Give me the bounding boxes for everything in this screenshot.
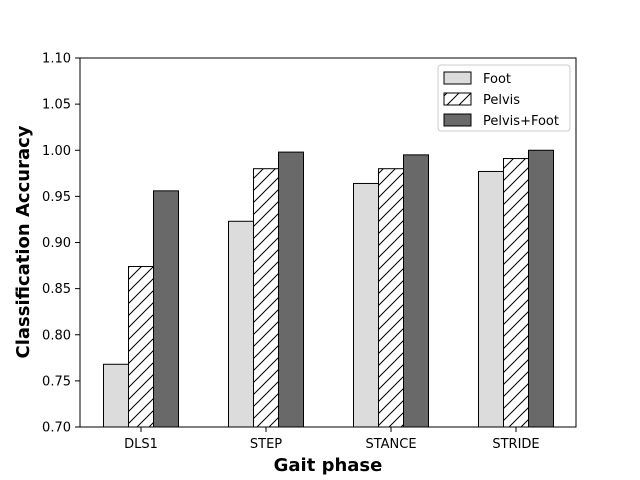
legend-swatch	[443, 92, 472, 106]
x-axis: DLS1 STEP STANCE STRIDE	[124, 427, 540, 452]
y-tick-label: 1.00	[42, 144, 71, 159]
bar-pelvis-step	[253, 168, 279, 428]
y-axis-title: Classification Accuracy	[13, 125, 34, 358]
y-tick-label: 0.85	[42, 282, 71, 297]
bar-foot-stride	[478, 170, 504, 428]
legend-label: Pelvis	[483, 93, 520, 108]
bar-pelvis-foot-dls1	[153, 190, 179, 428]
x-tick-label: STRIDE	[492, 437, 539, 452]
bar-pelvis-foot-stance	[403, 154, 429, 428]
y-tick-label: 0.75	[42, 374, 71, 389]
bar-pelvis-foot-stride	[528, 149, 554, 428]
x-tick-label: STANCE	[365, 437, 416, 452]
y-tick-label: 0.90	[42, 236, 71, 251]
legend: Foot Pelvis Pelvis+Foot	[437, 64, 571, 132]
y-tick-label: 1.10	[42, 52, 71, 67]
bars-group	[103, 149, 554, 428]
bar-foot-dls1	[103, 363, 129, 428]
bar-foot-stance	[353, 182, 379, 428]
y-axis: 0.70 0.75 0.80 0.85 0.90 0.95 1.00 1.05 1.10	[42, 52, 80, 436]
x-tick-label: DLS1	[124, 437, 158, 452]
x-tick-label: STEP	[250, 437, 282, 452]
legend-swatch	[443, 71, 472, 85]
y-tick-label: 0.70	[42, 421, 71, 436]
legend-label: Pelvis+Foot	[483, 114, 559, 129]
plot-frame	[79, 57, 577, 428]
legend-label: Foot	[483, 72, 511, 87]
x-axis-title: Gait phase	[274, 455, 383, 476]
bar-pelvis-dls1	[128, 265, 154, 428]
y-tick-label: 1.05	[42, 98, 71, 113]
bar-pelvis-stride	[503, 158, 529, 428]
bar-foot-step	[228, 220, 254, 428]
bar-pelvis-stance	[378, 168, 404, 428]
legend-swatch	[443, 113, 472, 127]
y-tick-label: 0.80	[42, 328, 71, 343]
bar-pelvis-foot-step	[278, 151, 304, 428]
y-tick-label: 0.95	[42, 190, 71, 205]
